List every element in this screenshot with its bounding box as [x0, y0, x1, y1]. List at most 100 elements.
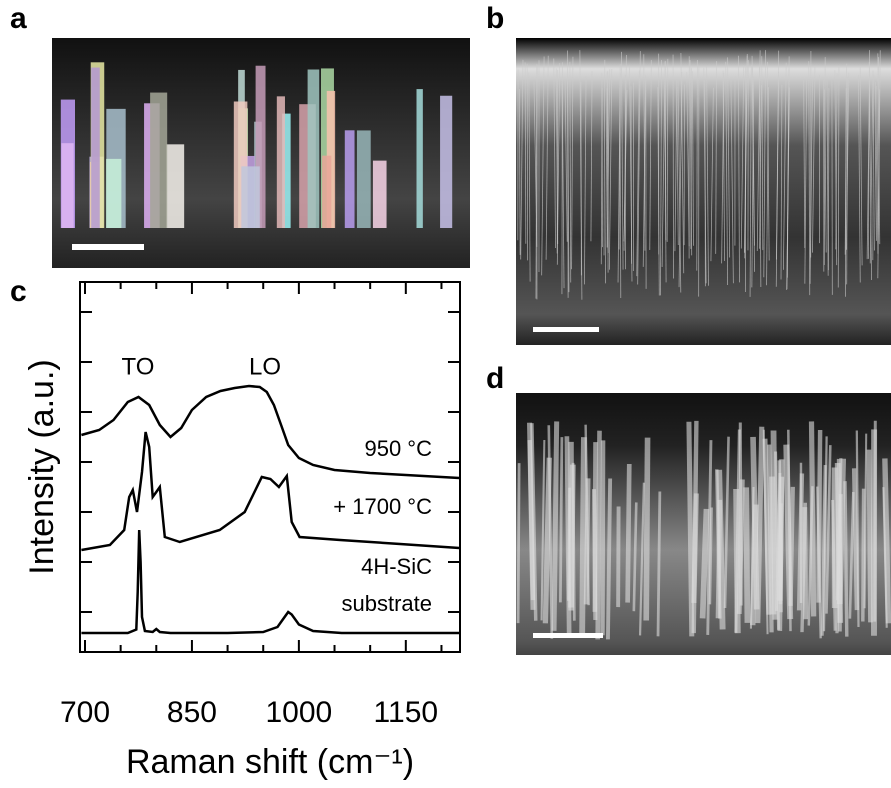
nanowire [706, 66, 709, 286]
nanowire [518, 89, 521, 255]
nanowire [820, 465, 827, 636]
nanowire [605, 87, 608, 284]
nanowire [750, 436, 760, 610]
nanowire [759, 84, 762, 249]
nanowire [528, 72, 531, 282]
nanowire [822, 436, 828, 632]
nanowire [804, 77, 808, 284]
nanowire [559, 437, 564, 603]
nanowire [643, 437, 651, 621]
nanowire [643, 54, 646, 251]
nanowire [535, 64, 538, 299]
nanowire [344, 130, 355, 228]
nanowire [440, 95, 453, 229]
spectrum-line [81, 529, 460, 635]
nanowire [579, 437, 587, 638]
nanowires-b [517, 50, 881, 300]
nanowire [527, 440, 536, 601]
nanowire [787, 429, 792, 632]
nanowire [723, 436, 730, 609]
nanowire [571, 56, 574, 270]
nanowire [882, 487, 888, 628]
annotation: substrate [342, 591, 433, 616]
nanowire [749, 486, 755, 629]
nanowire [664, 60, 667, 241]
nanowire [632, 502, 638, 612]
nanowire [766, 87, 769, 286]
x-axis-label: Raman shift (cm⁻¹) [126, 743, 414, 781]
nanowire [796, 473, 805, 611]
nanowire [150, 92, 168, 229]
nanowire [872, 74, 875, 261]
nanowire [699, 508, 710, 619]
nanowire [600, 440, 606, 636]
panel-label: b [486, 2, 504, 35]
nanowire [803, 79, 806, 249]
nanowire [564, 79, 568, 242]
nanowire [621, 51, 624, 270]
nanowires-d [516, 420, 891, 640]
nanowire [166, 144, 185, 228]
nanowire [812, 66, 816, 253]
nanowire [307, 69, 320, 228]
nanowire [567, 50, 570, 293]
nanowire [674, 86, 678, 252]
x-tick-label: 850 [167, 696, 217, 729]
nanowire [851, 468, 860, 611]
nanowire [530, 423, 538, 621]
nanowire [736, 479, 745, 614]
nanowire [106, 158, 122, 228]
nanowire [780, 84, 783, 280]
nanowire [600, 87, 603, 265]
nanowire [677, 76, 682, 293]
nanowire [834, 70, 838, 266]
nanowire [656, 491, 662, 637]
raman-chart: Raman shift (cm⁻¹) Intensity (a.u.) 700 8… [23, 281, 461, 781]
nanowire [844, 63, 848, 255]
nanowire [520, 59, 524, 260]
nanowire [827, 88, 830, 271]
nanowire [861, 488, 866, 622]
annotation: 950 °C [364, 436, 432, 461]
nanowire [595, 430, 602, 640]
nanowire [322, 155, 332, 228]
nanowire [769, 476, 777, 615]
nanowire [766, 61, 770, 261]
nanowire [553, 58, 556, 249]
nanowire [583, 478, 591, 605]
nanowire [808, 61, 811, 296]
nanowire [619, 87, 622, 299]
nanowire [660, 59, 663, 296]
nanowire [737, 55, 740, 283]
nanowire [816, 429, 823, 603]
nanowire [706, 440, 713, 635]
nanowire [763, 50, 766, 278]
nanowire [606, 478, 613, 640]
annotation: TO [122, 353, 155, 380]
nanowire [807, 486, 814, 626]
nanowire [541, 56, 545, 276]
nanowire [540, 439, 546, 621]
spectrum-line [81, 384, 460, 480]
scale-bar [533, 633, 603, 638]
nanowire [696, 60, 698, 271]
nanowire [61, 143, 74, 228]
nanowire [824, 89, 827, 253]
nanowire [786, 87, 790, 290]
nanowire [255, 65, 266, 229]
nanowire [715, 61, 718, 254]
nanowire [800, 502, 808, 633]
nanowire [725, 61, 728, 286]
nanowire [690, 67, 693, 249]
nanowire [691, 493, 699, 604]
nanowire [545, 55, 549, 260]
nanowire [874, 85, 877, 251]
nanowire [638, 482, 645, 636]
nanowire [636, 70, 640, 277]
nanowire [584, 76, 587, 285]
nanowire [637, 51, 641, 285]
y-axis-label: Intensity (a.u.) [23, 359, 61, 574]
nanowire [649, 60, 652, 250]
nanowires-a [60, 62, 453, 229]
